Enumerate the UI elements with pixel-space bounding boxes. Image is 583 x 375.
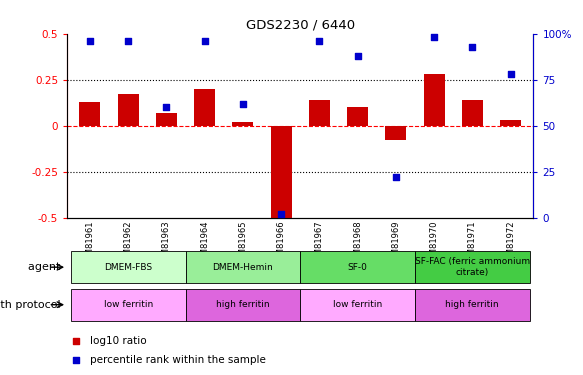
Text: agent: agent [28,262,64,272]
Bar [71,289,185,321]
Point [430,34,439,40]
Point [85,38,94,44]
Bar [118,94,139,126]
Text: percentile rank within the sample: percentile rank within the sample [90,355,266,365]
Text: growth protocol: growth protocol [0,300,64,310]
Text: log10 ratio: log10 ratio [90,336,147,345]
Point [200,38,209,44]
Text: high ferritin: high ferritin [216,300,270,309]
Text: SF-FAC (ferric ammonium
citrate): SF-FAC (ferric ammonium citrate) [415,258,530,277]
Bar [185,289,300,321]
Point [468,44,477,50]
Point [391,174,401,180]
Bar [79,102,100,126]
Point [161,104,171,110]
Point [124,38,133,44]
Bar [233,122,254,126]
Bar [300,289,415,321]
Bar [71,251,185,283]
Title: GDS2230 / 6440: GDS2230 / 6440 [245,18,355,31]
Point [238,100,248,106]
Text: low ferritin: low ferritin [104,300,153,309]
Bar [300,251,415,283]
Text: SF-0: SF-0 [347,262,367,272]
Point [506,71,515,77]
Point [72,357,81,363]
Text: DMEM-FBS: DMEM-FBS [104,262,152,272]
Point [315,38,324,44]
Text: low ferritin: low ferritin [333,300,382,309]
Bar [156,113,177,126]
Bar [271,126,292,221]
Text: high ferritin: high ferritin [445,300,499,309]
Bar [415,251,529,283]
Point [72,338,81,344]
Bar [415,289,529,321]
Bar [500,120,521,126]
Bar [185,251,300,283]
Bar [423,74,445,126]
Point [276,211,286,217]
Bar [385,126,406,140]
Bar [462,100,483,126]
Point [353,53,362,59]
Bar [194,89,215,126]
Bar [309,100,330,126]
Text: DMEM-Hemin: DMEM-Hemin [213,262,273,272]
Bar [347,107,368,126]
